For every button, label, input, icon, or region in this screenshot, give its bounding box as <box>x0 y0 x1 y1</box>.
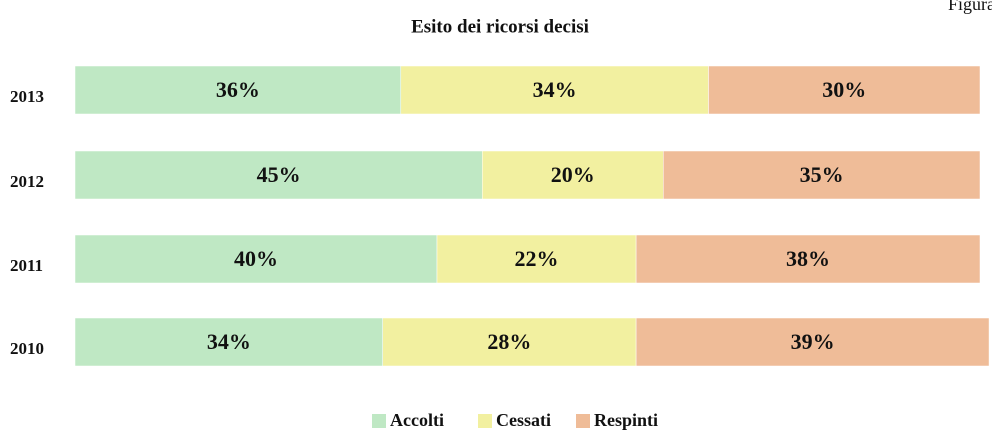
legend-label: Cessati <box>496 410 551 430</box>
data-label: 34% <box>207 329 251 354</box>
bar-segment <box>635 234 981 284</box>
bar-segment <box>400 65 709 115</box>
bar-segment <box>482 150 664 200</box>
bar-segment <box>74 65 402 115</box>
chart-title: Esito dei ricorsi decisi <box>411 16 589 37</box>
data-label: 38% <box>786 246 830 271</box>
data-label: 35% <box>800 162 844 187</box>
legend-label: Accolti <box>390 410 444 430</box>
bar-segment <box>663 150 981 200</box>
data-label: 36% <box>216 77 260 102</box>
corner-label: Figura <box>948 0 992 14</box>
y-tick-label: 2011 <box>10 256 43 275</box>
bar-segment <box>708 65 981 115</box>
bar-segment <box>635 317 990 367</box>
bar-segment <box>74 317 383 367</box>
data-label: 30% <box>822 77 866 102</box>
bar-segment <box>74 150 483 200</box>
legend-swatch <box>478 414 492 428</box>
legend-swatch <box>372 414 386 428</box>
legend-label: Respinti <box>594 410 658 430</box>
bar-segment <box>436 234 637 284</box>
y-tick-label: 2010 <box>10 339 44 358</box>
data-label: 20% <box>551 162 595 187</box>
data-label: 39% <box>791 329 835 354</box>
legend-swatch <box>576 414 590 428</box>
y-tick-label: 2013 <box>10 87 44 106</box>
bar-segment <box>74 234 438 284</box>
data-label: 34% <box>533 77 577 102</box>
data-label: 40% <box>234 246 278 271</box>
data-label: 45% <box>257 162 301 187</box>
y-tick-label: 2012 <box>10 172 44 191</box>
data-label: 28% <box>487 329 531 354</box>
data-label: 22% <box>515 246 559 271</box>
